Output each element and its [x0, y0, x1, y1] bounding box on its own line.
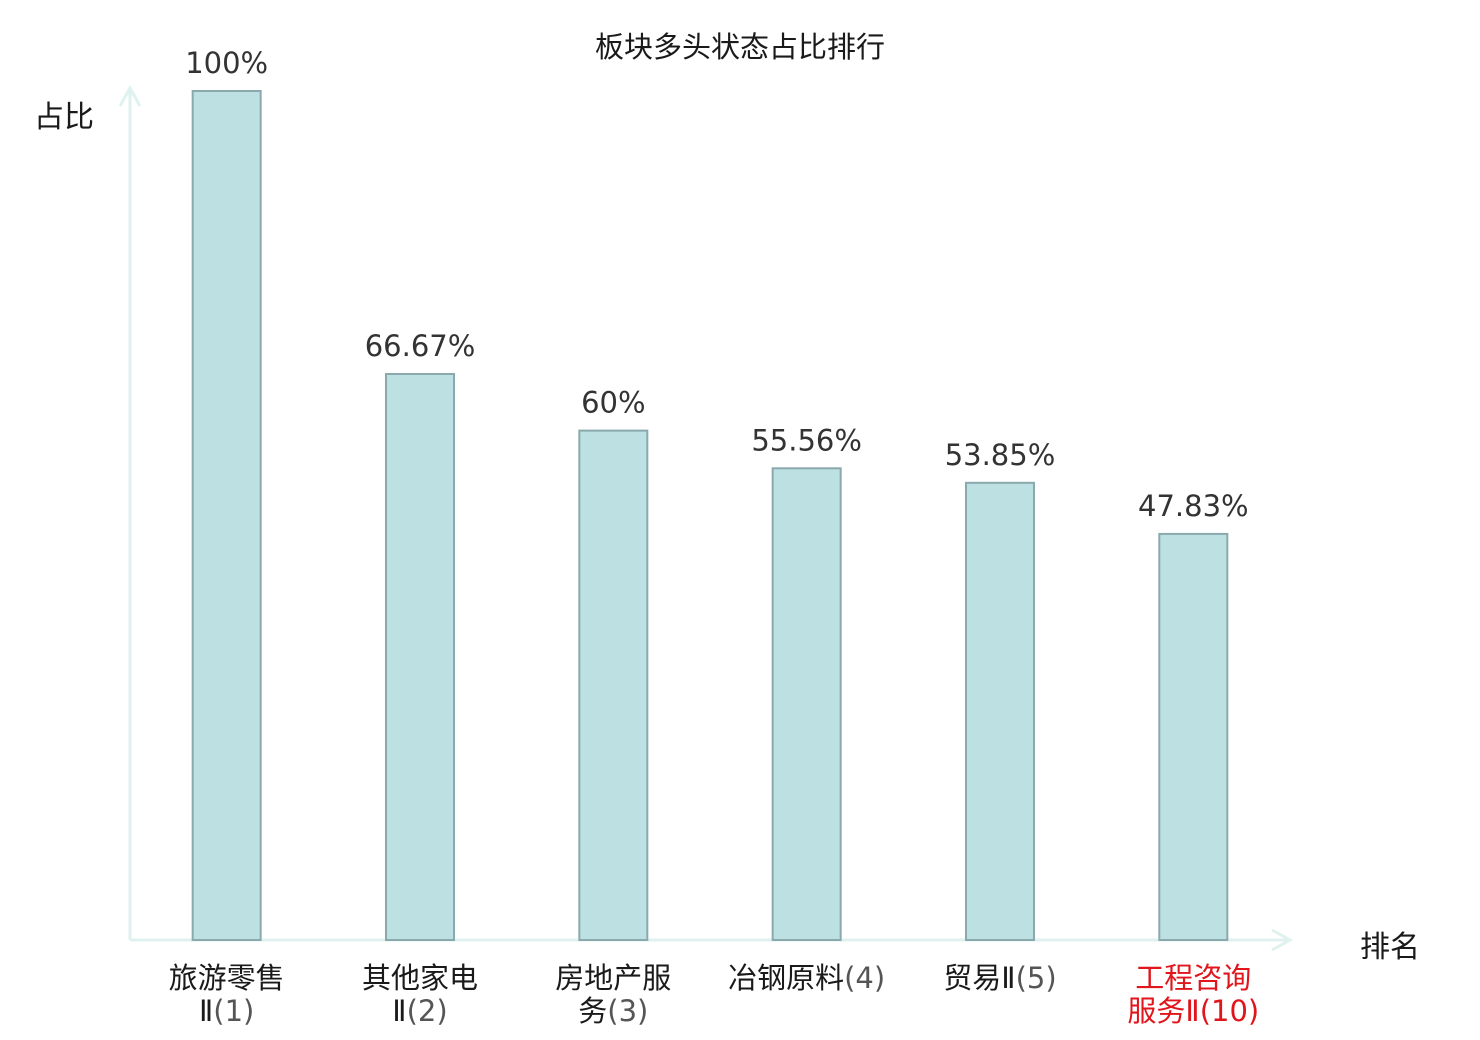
x-tick-label-line: Ⅱ(2)	[392, 994, 448, 1028]
x-axis-arrow	[1271, 928, 1294, 952]
x-tick-label-line: 工程咨询	[1135, 961, 1252, 995]
y-axis-label: 占比	[34, 100, 94, 135]
x-tick-label-line: 房地产服	[555, 961, 672, 995]
x-tick-label-line: 旅游零售	[168, 961, 285, 995]
x-tick-label: 其他家电 Ⅱ(2)	[330, 962, 510, 1028]
x-tick-label: 房地产服 务(3)	[523, 962, 703, 1028]
x-tick-label-line: 其他家电	[361, 961, 478, 995]
bar	[1158, 532, 1229, 941]
data-label: 60%	[581, 386, 645, 420]
data-label: 100%	[185, 46, 268, 80]
x-tick-label-line: 务(3)	[578, 994, 649, 1028]
bar	[384, 372, 455, 942]
x-tick-label: 旅游零售 Ⅱ(1)	[137, 962, 317, 1028]
bar	[771, 467, 842, 941]
data-label: 47.83%	[1138, 489, 1249, 523]
bar	[964, 481, 1035, 941]
chart-title: 板块多头状态占比排行	[594, 30, 885, 64]
x-tick-label-line: Ⅱ(1)	[198, 994, 255, 1028]
x-axis-label: 排名	[1360, 930, 1420, 965]
bar	[191, 90, 262, 941]
x-tick-label-line: 冶钢原料(4)	[728, 961, 886, 995]
x-tick-label-line: 贸易Ⅱ(5)	[943, 961, 1057, 995]
data-label: 53.85%	[945, 438, 1056, 472]
data-label: 66.67%	[365, 329, 476, 363]
x-tick-label-line: 服务Ⅱ(10)	[1127, 994, 1260, 1028]
x-tick-label: 贸易Ⅱ(5)	[910, 962, 1090, 995]
y-axis-arrow	[118, 84, 142, 107]
x-tick-label: 冶钢原料(4)	[717, 962, 897, 995]
bar	[578, 429, 649, 941]
data-label: 55.56%	[751, 423, 862, 457]
x-tick-label: 工程咨询 服务Ⅱ(10)	[1103, 962, 1283, 1028]
